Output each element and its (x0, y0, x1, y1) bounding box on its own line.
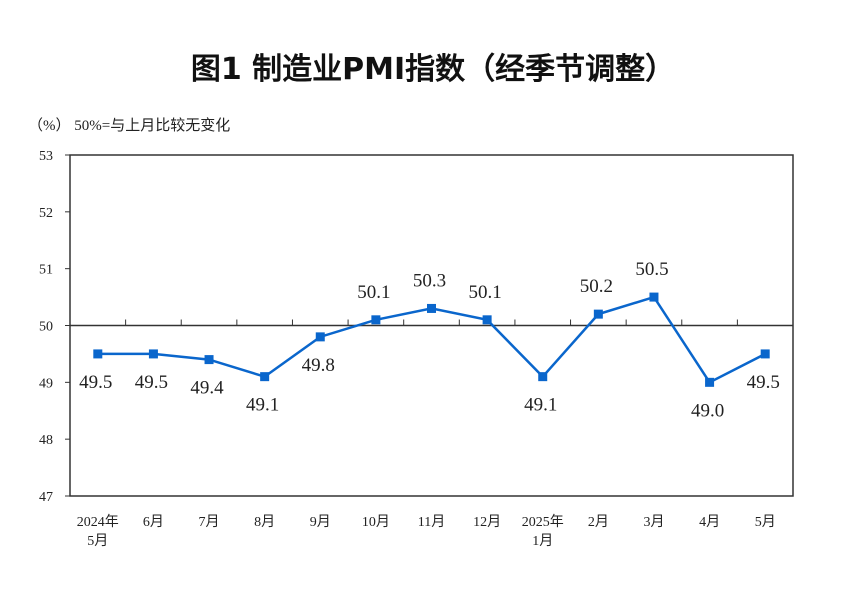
chart-subtitle: （%） 50%=与上月比较无变化 (28, 118, 231, 134)
x-tick-label: 5月 (87, 533, 108, 549)
x-tick-label: 3月 (643, 514, 664, 530)
y-tick-label: 48 (39, 433, 53, 448)
x-tick-label: 1月 (532, 533, 553, 549)
data-label: 49.1 (524, 395, 557, 416)
x-tick-label: 8月 (254, 514, 275, 530)
data-point (260, 372, 270, 382)
x-tick-label: 5月 (755, 514, 776, 530)
y-tick-label: 52 (39, 206, 53, 221)
x-tick-label: 9月 (310, 514, 331, 530)
x-tick-label: 7月 (199, 514, 220, 530)
data-point (705, 377, 715, 387)
x-tick-label: 12月 (473, 514, 501, 530)
x-tick-label: 2024年 (77, 514, 119, 530)
data-point (93, 349, 103, 359)
data-label: 49.4 (190, 378, 224, 399)
data-point (315, 332, 325, 342)
x-tick-label: 2月 (588, 514, 609, 530)
data-label: 49.1 (246, 395, 279, 416)
chart-title: 图1 制造业PMI指数（经季节调整） (190, 52, 676, 87)
y-tick-label: 51 (39, 263, 53, 278)
x-tick-label: 6月 (143, 514, 164, 530)
data-label: 49.5 (79, 372, 112, 393)
data-point (204, 355, 214, 365)
data-point (427, 303, 436, 313)
y-tick-label: 50 (39, 320, 53, 335)
y-tick-label: 49 (39, 376, 53, 391)
data-label: 49.5 (747, 372, 780, 393)
data-label: 50.3 (413, 270, 446, 291)
data-point (148, 349, 158, 359)
data-point (371, 315, 381, 325)
x-tick-label: 10月 (362, 514, 390, 530)
x-tick-label: 4月 (699, 514, 720, 530)
data-point (482, 315, 492, 325)
data-label: 50.1 (468, 282, 501, 303)
data-label: 50.2 (580, 276, 613, 297)
data-point (593, 309, 603, 319)
data-label: 50.1 (357, 282, 390, 303)
x-tick-label: 11月 (418, 514, 445, 530)
y-tick-label: 53 (39, 149, 53, 164)
data-point (760, 349, 770, 359)
x-tick-label: 2025年 (522, 514, 564, 530)
data-label: 49.8 (302, 355, 335, 376)
y-tick-label: 47 (39, 490, 53, 505)
data-point (538, 372, 548, 382)
data-label: 49.5 (135, 372, 168, 393)
data-label: 49.0 (691, 400, 724, 421)
data-point (649, 292, 659, 302)
data-label: 50.5 (635, 259, 668, 280)
